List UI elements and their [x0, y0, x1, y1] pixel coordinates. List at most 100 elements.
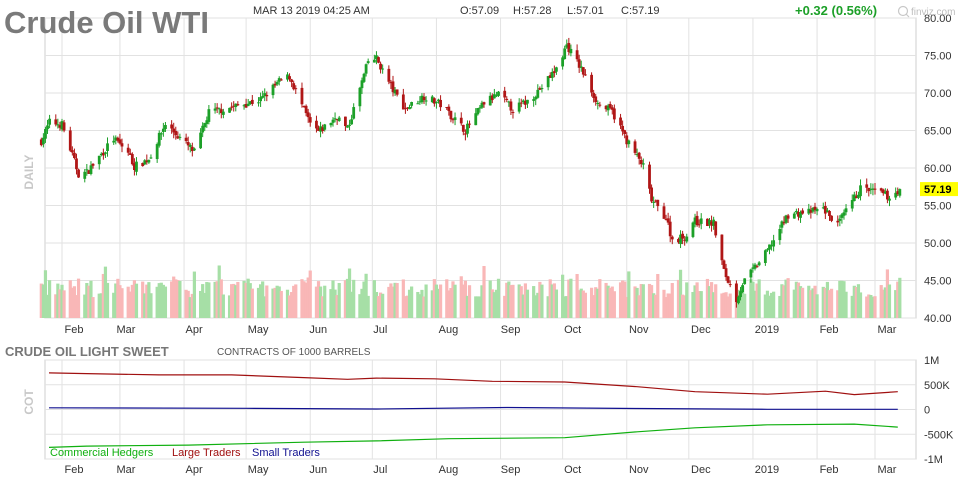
volume-bar	[99, 293, 103, 318]
cot-x-tick-label: Oct	[564, 464, 581, 476]
candlestick	[143, 159, 147, 166]
volume-bar	[676, 279, 681, 318]
candlestick	[155, 142, 159, 163]
candlestick	[248, 101, 252, 106]
candlestick	[393, 86, 397, 96]
volume-bar	[709, 282, 714, 318]
candlestick	[73, 148, 76, 160]
volume-bar	[765, 290, 770, 318]
volume-bar	[478, 296, 482, 318]
volume-bar	[589, 287, 594, 318]
candlestick	[135, 157, 138, 176]
candlestick	[331, 117, 335, 127]
volume-bar	[856, 284, 861, 318]
volume-bar	[186, 290, 190, 318]
candlestick	[190, 142, 194, 157]
candlestick	[579, 60, 583, 72]
price-y-tick-label: 60.00	[924, 163, 952, 175]
volume-bar	[867, 294, 871, 318]
watermark: finviz.com	[911, 7, 955, 18]
volume-bar	[242, 280, 246, 318]
candlestick	[619, 113, 622, 130]
candlestick	[538, 86, 542, 91]
candlestick	[809, 205, 813, 219]
volume-bar	[407, 289, 412, 318]
candlestick	[319, 121, 322, 138]
candlestick	[598, 101, 602, 108]
volume-bar	[583, 292, 587, 318]
cot-y-tick-label: -500K	[924, 429, 954, 441]
volume-bar	[751, 281, 755, 318]
volume-bar	[418, 294, 422, 318]
cot-lines	[48, 372, 898, 448]
candlestick	[476, 107, 480, 116]
volume-bar	[192, 271, 196, 318]
volume-bar	[292, 285, 296, 318]
volume-bar	[176, 280, 180, 318]
volume-bar	[308, 270, 312, 318]
candlestick	[482, 101, 486, 108]
candlestick	[641, 158, 645, 170]
volume-bar	[869, 295, 873, 318]
volume-bar	[438, 284, 443, 318]
candlestick	[474, 108, 478, 126]
volume-bar	[778, 295, 782, 318]
candlestick	[44, 126, 47, 143]
candlestick	[91, 163, 95, 169]
volume-bar	[649, 285, 654, 318]
candlestick	[87, 169, 91, 174]
candlestick	[279, 78, 283, 81]
volume-bar	[604, 282, 608, 318]
candlestick	[439, 95, 442, 112]
volume-bar	[720, 293, 724, 318]
volume-bar	[548, 279, 552, 318]
candlestick	[509, 98, 513, 116]
candlestick	[60, 118, 64, 132]
volume-bar	[798, 286, 803, 318]
candlestick	[844, 204, 848, 216]
volume-bar	[786, 278, 790, 318]
volume-bar	[840, 280, 844, 318]
price-x-tick-label: 2019	[755, 324, 779, 336]
volume-bar	[329, 289, 333, 318]
volume-bar	[858, 292, 863, 318]
quote-close: C:57.19	[621, 5, 660, 17]
candlestick	[869, 183, 873, 195]
candlestick	[161, 122, 165, 137]
volume-bar	[205, 282, 209, 318]
volume-bar	[72, 286, 77, 318]
volume-bar	[103, 266, 108, 318]
volume-bar	[488, 280, 492, 318]
candlestick	[737, 295, 740, 305]
volume-bar	[792, 289, 796, 318]
candlestick	[221, 108, 225, 119]
candlestick	[147, 159, 151, 164]
volume-bar	[794, 281, 798, 318]
candlestick	[811, 206, 815, 214]
volume-bar	[503, 295, 507, 318]
candlestick	[712, 216, 716, 230]
candlestick	[608, 101, 612, 110]
volume-bar	[273, 287, 277, 318]
candlestick	[625, 132, 629, 148]
candlestick	[130, 152, 134, 166]
cot-x-tick-label: 2019	[755, 464, 779, 476]
volume-bar	[763, 294, 767, 318]
volume-bars	[39, 265, 902, 318]
candlestick	[654, 199, 658, 203]
candlestick	[141, 162, 145, 167]
candlestick	[670, 235, 674, 245]
volume-bar	[575, 274, 579, 318]
candlestick	[97, 155, 101, 170]
candlestick	[612, 104, 616, 124]
candlestick	[201, 122, 205, 138]
volume-bar	[347, 268, 352, 318]
candlestick	[797, 208, 800, 221]
candlestick	[766, 248, 769, 252]
volume-bar	[306, 277, 310, 318]
volume-bar	[393, 282, 397, 318]
volume-bar	[898, 277, 902, 318]
candlestick	[768, 244, 771, 255]
candlestick	[821, 202, 825, 210]
candlestick	[633, 139, 637, 156]
